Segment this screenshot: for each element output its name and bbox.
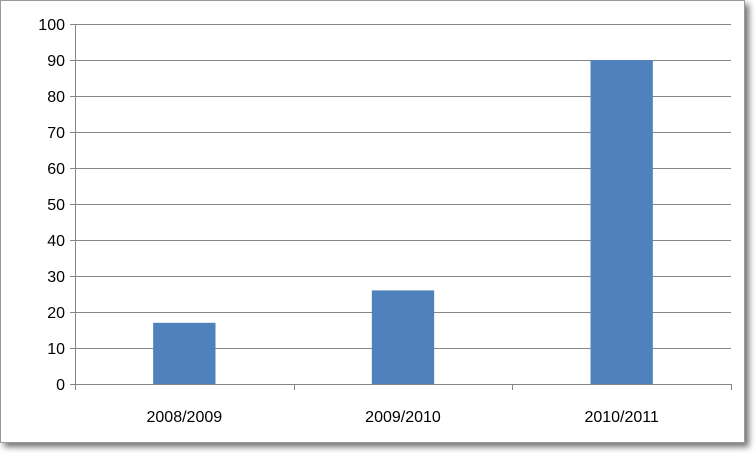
y-tick-label: 100 — [38, 17, 65, 34]
y-tick-label: 80 — [47, 89, 65, 106]
y-tick-label: 50 — [47, 197, 65, 214]
y-tick-labels: 0 10 20 30 40 50 60 70 80 90 100 — [38, 17, 65, 394]
bar-2009-2010 — [371, 290, 435, 384]
y-tick-label: 60 — [47, 161, 65, 178]
x-tick-labels: 2008/2009 2009/2010 2010/2011 — [147, 409, 659, 426]
y-tick-label: 10 — [47, 341, 65, 358]
bar-2010-2011 — [590, 60, 653, 384]
y-tick-label: 40 — [47, 233, 65, 250]
x-tick-label: 2008/2009 — [147, 409, 223, 426]
axes — [70, 24, 732, 390]
x-tick-label: 2009/2010 — [365, 409, 441, 426]
x-tick-label: 2010/2011 — [584, 409, 659, 426]
bars — [153, 60, 653, 384]
y-tick-label: 30 — [47, 269, 65, 286]
y-tick-label: 0 — [56, 377, 65, 394]
y-tick-label: 70 — [47, 125, 65, 142]
bar-2008-2009 — [153, 322, 216, 384]
y-tick-label: 90 — [47, 53, 65, 70]
y-tick-label: 20 — [47, 305, 65, 322]
